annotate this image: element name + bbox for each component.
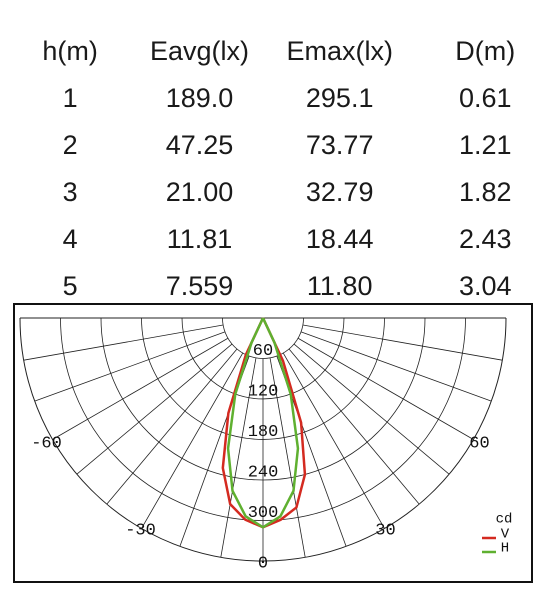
table-cell: 3 [62, 177, 78, 207]
legend-label: H [501, 541, 509, 557]
table-cell: 18.44 [305, 224, 374, 254]
chart-frame [13, 303, 533, 583]
radial-grid [141, 317, 385, 440]
theta-tick-label: 0 [258, 554, 268, 573]
table-cell: 21.00 [165, 177, 234, 207]
table-cell: 1.82 [459, 177, 512, 207]
theta-tick-label: -30 [125, 522, 156, 541]
spoke [302, 324, 503, 361]
theta-tick-label: 30 [375, 522, 395, 541]
radial-grid [222, 317, 304, 359]
header-cell: Emax(lx) [286, 36, 393, 66]
table-cell: 47.25 [165, 130, 234, 160]
spoke [300, 331, 492, 402]
table-cell: 2 [62, 130, 78, 160]
spoke [76, 343, 233, 475]
table-cell: 189.0 [165, 83, 234, 113]
radial-grid [181, 317, 345, 400]
header-row: h(m) Eavg(lx) Emax(lx) D(m) [0, 28, 550, 75]
radial-grid [60, 317, 466, 521]
spoke [220, 357, 257, 558]
theta-tick-label: 60 [469, 434, 489, 453]
table-cell: 2.43 [459, 224, 512, 254]
spoke [141, 352, 244, 529]
table-cell: 1 [62, 83, 78, 113]
spoke [34, 331, 226, 402]
r-tick-label: 240 [248, 463, 279, 482]
table-cell: 0.61 [459, 83, 512, 113]
spoke [52, 337, 229, 440]
table-cell: 4 [62, 224, 78, 254]
radial-grid [100, 317, 426, 481]
table-row: 4 11.81 18.44 2.43 [0, 216, 550, 263]
table-row: 2 47.25 73.77 1.21 [0, 122, 550, 169]
unit-label: cd [496, 512, 513, 528]
table-cell: 73.77 [305, 130, 374, 160]
header-cell: Eavg(lx) [149, 36, 250, 66]
table-cell: 5 [62, 271, 78, 301]
r-tick-label: 180 [248, 423, 279, 442]
intensity-curve [226, 317, 300, 529]
spoke [288, 348, 420, 505]
spoke [297, 337, 474, 440]
spoke [106, 348, 238, 505]
spoke [293, 343, 450, 475]
r-tick-label: 60 [253, 342, 273, 361]
table-cell: 295.1 [305, 83, 374, 113]
header-cell: D(m) [455, 36, 516, 66]
spoke [269, 357, 306, 558]
legend-label: V [501, 527, 510, 543]
table-row: 3 21.00 32.79 1.82 [0, 169, 550, 216]
header-cell: h(m) [42, 36, 98, 66]
table-row: 5 7.559 11.80 3.04 [0, 263, 550, 310]
table-cell: 3.04 [459, 271, 512, 301]
r-tick-label: 300 [248, 504, 279, 523]
theta-tick-label: -60 [31, 434, 62, 453]
r-tick-label: 120 [248, 382, 279, 401]
table-cell: 11.81 [166, 224, 233, 254]
table-cell: 11.80 [306, 271, 373, 301]
table-row: 1 189.0 295.1 0.61 [0, 75, 550, 122]
spoke [282, 352, 385, 529]
table-cell: 7.559 [165, 271, 234, 301]
table-cell: 32.79 [305, 177, 374, 207]
spoke [23, 324, 224, 361]
data-table: h(m) Eavg(lx) Emax(lx) D(m) 1 189.0 295.1 0… [0, 28, 550, 310]
table-cell: 1.21 [459, 130, 512, 160]
